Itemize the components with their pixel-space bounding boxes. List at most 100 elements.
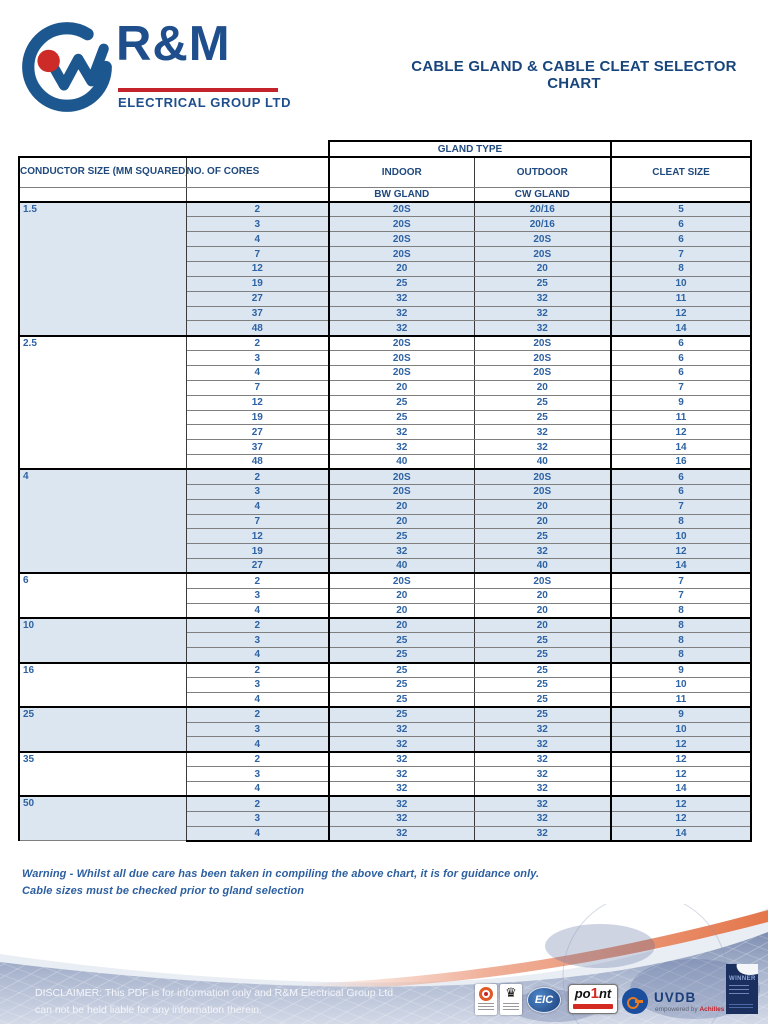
outdoor-gland-cell: 32	[473, 424, 613, 441]
outdoor-gland-cell: 32	[473, 810, 613, 827]
outdoor-gland-cell: 32	[473, 721, 613, 738]
outdoor-gland-cell: 20	[473, 379, 613, 396]
cleat-size-cell: 12	[610, 305, 753, 322]
cleat-size-cell: 12	[610, 795, 753, 812]
table-row: 4 32 32 12	[19, 736, 753, 753]
achilles-label: Achilles	[699, 1006, 725, 1013]
table-row: 3 20S 20S 6	[19, 350, 753, 366]
outdoor-gland-cell: 25	[473, 661, 613, 678]
outdoor-gland-cell: 20S	[473, 334, 613, 352]
empty-cell	[610, 186, 753, 203]
indoor-gland-cell: 32	[328, 721, 475, 738]
cleat-size-cell: 8	[610, 632, 753, 649]
conductor-size-cell: 4	[18, 468, 187, 574]
table-row: 48 32 32 14	[19, 320, 753, 337]
indoor-gland-cell: 25	[328, 632, 475, 649]
warning-line-2: Cable sizes must be checked prior to gla…	[22, 885, 305, 897]
cleat-size-cell: 8	[610, 513, 753, 530]
indoor-gland-cell: 25	[328, 661, 475, 678]
indoor-gland-cell: 25	[328, 275, 475, 292]
indoor-gland-cell: 32	[328, 543, 475, 560]
cores-cell: 4	[185, 825, 330, 842]
indoor-gland-cell: 20S	[328, 483, 475, 500]
table-row: 2.5 2 20S 20S 6	[18, 334, 753, 470]
outdoor-gland-cell: 25	[473, 528, 613, 545]
cores-cell: 7	[185, 246, 330, 262]
conductor-size-cell: 50	[18, 795, 187, 842]
table-row: 27 32 32 11	[19, 290, 753, 307]
outdoor-gland-cell: 20	[473, 260, 613, 277]
cleat-size-cell: 11	[610, 691, 753, 708]
outdoor-gland-cell: 32	[473, 290, 613, 307]
outdoor-gland-cell: 32	[473, 439, 613, 456]
outdoor-gland-cell: 32	[473, 781, 613, 797]
cores-cell: 4	[185, 736, 330, 753]
indoor-gland-cell: 32	[328, 439, 475, 456]
outdoor-gland-cell: 20S	[473, 350, 613, 366]
ukas-badge-icon: ♛	[500, 984, 522, 1015]
cleat-size-cell: 14	[610, 781, 753, 797]
outdoor-gland-cell: 20	[473, 513, 613, 530]
selector-table-body: 1.5 2 20S 20/16 5 3 20S 20/16 6 4 20S 20S 6 7 20S 20S 7 1…	[18, 201, 753, 842]
indoor-gland-cell: 20S	[328, 572, 475, 589]
conductor-size-cell: 1.5	[18, 201, 187, 337]
cleat-size-cell: 9	[610, 394, 753, 411]
table-row: 35 2 32 32 12	[18, 750, 753, 797]
cw-gland-header: CW GLAND	[473, 186, 613, 203]
indoor-header: INDOOR	[328, 156, 475, 188]
table-row: 1.5 2 20S 20/16 5	[18, 201, 753, 337]
cores-cell: 4	[185, 498, 330, 515]
point-wordmark: po1nt	[575, 985, 612, 1003]
indoor-gland-cell: 20S	[328, 468, 475, 485]
indoor-gland-cell: 32	[328, 781, 475, 797]
indoor-gland-cell: 40	[328, 558, 475, 574]
outdoor-gland-cell: 20S	[473, 572, 613, 589]
empty-cell	[185, 186, 330, 203]
indoor-gland-cell: 25	[328, 394, 475, 411]
winner-label: WINNER	[729, 976, 756, 982]
cleat-size-cell: 5	[610, 201, 753, 218]
cores-cell: 12	[185, 394, 330, 411]
outdoor-gland-cell: 32	[473, 795, 613, 812]
outdoor-gland-cell: 25	[473, 275, 613, 292]
indoor-gland-cell: 25	[328, 647, 475, 664]
outdoor-gland-cell: 20	[473, 602, 613, 619]
outdoor-gland-cell: 32	[473, 750, 613, 768]
indoor-gland-cell: 25	[328, 691, 475, 708]
table-row: 7 20 20 7	[19, 379, 753, 396]
cleat-size-cell: 12	[610, 543, 753, 560]
cores-cell: 2	[185, 468, 330, 485]
indoor-gland-cell: 20	[328, 513, 475, 530]
uvdb-tagline-pre: empowered by	[655, 1006, 700, 1013]
indoor-gland-cell: 32	[328, 305, 475, 322]
indoor-gland-cell: 20	[328, 617, 475, 634]
cores-cell: 3	[185, 632, 330, 649]
outdoor-gland-cell: 32	[473, 736, 613, 753]
table-row: 48 40 40 16	[19, 454, 753, 470]
cleat-size-cell: 10	[610, 275, 753, 292]
outdoor-gland-cell: 32	[473, 305, 613, 322]
outdoor-gland-cell: 20S	[473, 468, 613, 485]
table-row: 6 2 20S 20S 7	[18, 572, 753, 619]
cleat-size-cell: 10	[610, 721, 753, 738]
cleat-size-cell: 9	[610, 706, 753, 723]
indoor-gland-cell: 20S	[328, 246, 475, 262]
cores-cell: 2	[185, 795, 330, 812]
cleat-size-cell: 14	[610, 439, 753, 456]
cleat-size-cell: 14	[610, 825, 753, 842]
indoor-gland-cell: 25	[328, 706, 475, 723]
crown-icon: ♛	[505, 985, 517, 1000]
cleat-size-cell: 12	[610, 766, 753, 783]
cleat-size-cell: 10	[610, 677, 753, 693]
table-row: 27 40 40 14	[19, 558, 753, 574]
indoor-gland-cell: 20S	[328, 231, 475, 248]
cleat-size-cell: 8	[610, 617, 753, 634]
point-logo: po1nt	[568, 984, 618, 1014]
conductor-size-cell: 25	[18, 706, 187, 753]
outdoor-gland-cell: 20S	[473, 364, 613, 381]
winner-badge: WINNER	[726, 964, 758, 1014]
brand-underline	[118, 88, 278, 92]
outdoor-gland-cell: 25	[473, 632, 613, 649]
cores-cell: 3	[185, 721, 330, 738]
